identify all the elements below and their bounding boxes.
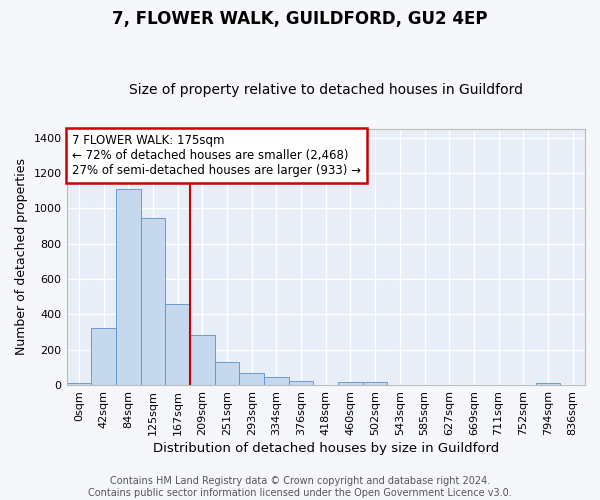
Y-axis label: Number of detached properties: Number of detached properties [15, 158, 28, 356]
Text: 7, FLOWER WALK, GUILDFORD, GU2 4EP: 7, FLOWER WALK, GUILDFORD, GU2 4EP [112, 10, 488, 28]
Bar [215, 362, 239, 385]
Title: Size of property relative to detached houses in Guildford: Size of property relative to detached ho… [129, 83, 523, 97]
Bar [116, 189, 140, 385]
Bar [536, 384, 560, 385]
Text: Contains HM Land Registry data © Crown copyright and database right 2024.
Contai: Contains HM Land Registry data © Crown c… [88, 476, 512, 498]
Bar [264, 377, 289, 385]
Bar [140, 218, 165, 385]
Bar [67, 384, 91, 385]
Bar [363, 382, 388, 385]
Bar [239, 372, 264, 385]
Bar [91, 328, 116, 385]
Bar [289, 380, 313, 385]
X-axis label: Distribution of detached houses by size in Guildford: Distribution of detached houses by size … [152, 442, 499, 455]
Bar [338, 382, 363, 385]
Bar [165, 304, 190, 385]
Bar [190, 334, 215, 385]
Text: 7 FLOWER WALK: 175sqm
← 72% of detached houses are smaller (2,468)
27% of semi-d: 7 FLOWER WALK: 175sqm ← 72% of detached … [72, 134, 361, 177]
